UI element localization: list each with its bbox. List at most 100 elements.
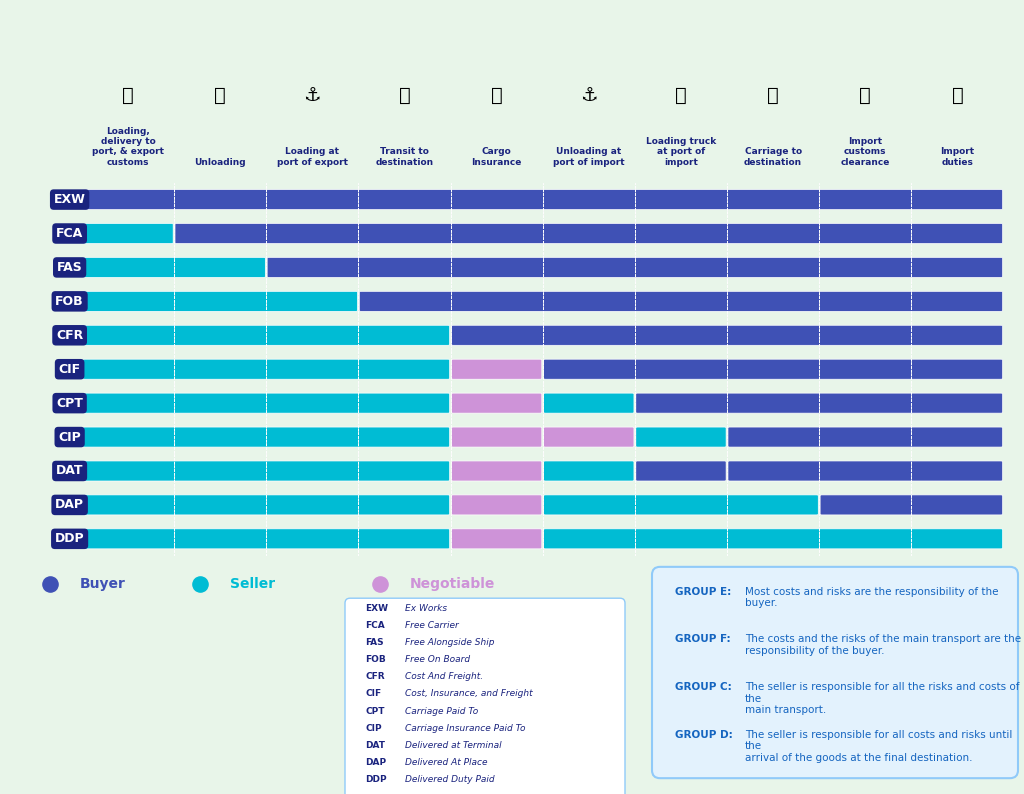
Text: Delivered Duty Paid: Delivered Duty Paid (406, 775, 495, 784)
Text: GROUP E:: GROUP E: (675, 587, 731, 597)
Text: 🚛: 🚛 (767, 86, 779, 105)
Text: 🏷: 🏷 (951, 86, 964, 105)
Text: FCA: FCA (365, 621, 385, 630)
Text: Buyer: Buyer (80, 577, 126, 592)
Text: DAP: DAP (365, 758, 386, 767)
Text: Cargo
Insurance: Cargo Insurance (471, 148, 522, 167)
Text: CFR: CFR (56, 329, 83, 341)
Text: ⚓: ⚓ (303, 86, 322, 105)
FancyBboxPatch shape (452, 359, 542, 380)
Text: CFR: CFR (365, 673, 385, 681)
Text: FCA: FCA (56, 227, 83, 240)
Text: The costs and the risks of the main transport are the
responsibility of the buye: The costs and the risks of the main tran… (745, 634, 1021, 656)
Text: DDP: DDP (365, 775, 387, 784)
FancyBboxPatch shape (83, 529, 450, 549)
FancyBboxPatch shape (267, 257, 1002, 277)
FancyBboxPatch shape (83, 291, 357, 311)
FancyBboxPatch shape (83, 427, 450, 447)
Point (372, 578, 388, 591)
FancyBboxPatch shape (83, 359, 450, 380)
Text: 🚛: 🚛 (122, 86, 134, 105)
Text: Most costs and risks are the responsibility of the buyer.: Most costs and risks are the responsibil… (745, 587, 998, 608)
FancyBboxPatch shape (544, 359, 1002, 380)
FancyBboxPatch shape (728, 461, 1002, 481)
Text: Free On Board: Free On Board (406, 655, 470, 664)
Text: FOB: FOB (55, 295, 84, 308)
FancyBboxPatch shape (544, 461, 634, 481)
FancyBboxPatch shape (652, 567, 1018, 778)
FancyBboxPatch shape (83, 393, 450, 413)
Text: Unloading: Unloading (195, 158, 246, 167)
Text: Cost And Freight.: Cost And Freight. (406, 673, 483, 681)
Text: DAP: DAP (55, 499, 84, 511)
Text: Import
customs
clearance: Import customs clearance (841, 137, 890, 167)
Text: Loading truck
at port of
import: Loading truck at port of import (646, 137, 716, 167)
Text: Seller: Seller (230, 577, 275, 592)
FancyBboxPatch shape (544, 529, 1002, 549)
Text: 🔄: 🔄 (214, 86, 226, 105)
Text: DAT: DAT (56, 464, 83, 477)
Text: CPT: CPT (365, 707, 384, 715)
FancyBboxPatch shape (820, 495, 1002, 515)
Text: FAS: FAS (56, 261, 83, 274)
Text: Negotiable: Negotiable (410, 577, 496, 592)
FancyBboxPatch shape (83, 190, 1002, 210)
FancyBboxPatch shape (452, 393, 542, 413)
Text: 🚛: 🚛 (675, 86, 687, 105)
Text: Loading,
delivery to
port, & export
customs: Loading, delivery to port, & export cust… (92, 126, 164, 167)
Text: CPT: CPT (56, 397, 83, 410)
Text: The seller is responsible for all costs and risks until the
arrival of the goods: The seller is responsible for all costs … (745, 730, 1013, 763)
Text: 🚢: 🚢 (398, 86, 411, 105)
FancyBboxPatch shape (636, 393, 1002, 413)
Text: 🛡: 🛡 (490, 86, 503, 105)
FancyBboxPatch shape (175, 223, 1002, 244)
FancyBboxPatch shape (452, 529, 542, 549)
Text: Carriage Paid To: Carriage Paid To (406, 707, 478, 715)
Text: CIF: CIF (365, 689, 381, 699)
FancyBboxPatch shape (345, 598, 625, 794)
Text: GROUP C:: GROUP C: (675, 682, 732, 692)
Text: CIF: CIF (58, 363, 81, 376)
Text: Loading at
port of export: Loading at port of export (276, 148, 348, 167)
FancyBboxPatch shape (544, 393, 634, 413)
Text: Unloading at
port of import: Unloading at port of import (553, 148, 625, 167)
Text: Free Alongside Ship: Free Alongside Ship (406, 638, 495, 647)
FancyBboxPatch shape (544, 495, 818, 515)
FancyBboxPatch shape (636, 427, 726, 447)
FancyBboxPatch shape (452, 326, 1002, 345)
Text: CIP: CIP (365, 724, 382, 733)
Text: ⚓: ⚓ (580, 86, 598, 105)
FancyBboxPatch shape (452, 495, 542, 515)
FancyBboxPatch shape (83, 495, 450, 515)
FancyBboxPatch shape (83, 257, 265, 277)
FancyBboxPatch shape (83, 223, 173, 244)
Text: 📋: 📋 (859, 86, 871, 105)
Text: Cost, Insurance, and Freight: Cost, Insurance, and Freight (406, 689, 532, 699)
FancyBboxPatch shape (452, 461, 542, 481)
Text: CIP: CIP (58, 430, 81, 444)
Text: DDP: DDP (55, 532, 84, 545)
Text: Transit to
destination: Transit to destination (376, 148, 433, 167)
Text: GROUP D:: GROUP D: (675, 730, 733, 740)
FancyBboxPatch shape (728, 427, 1002, 447)
Text: Import
duties: Import duties (940, 148, 975, 167)
FancyBboxPatch shape (636, 461, 726, 481)
Point (42, 578, 58, 591)
FancyBboxPatch shape (452, 427, 542, 447)
Text: Delivered At Place: Delivered At Place (406, 758, 487, 767)
Text: Carriage Insurance Paid To: Carriage Insurance Paid To (406, 724, 525, 733)
FancyBboxPatch shape (359, 291, 1002, 311)
Text: Delivered at Terminal: Delivered at Terminal (406, 741, 502, 750)
Text: EXW: EXW (53, 193, 86, 206)
Text: Carriage to
destination: Carriage to destination (744, 148, 802, 167)
Text: GROUP F:: GROUP F: (675, 634, 731, 645)
FancyBboxPatch shape (83, 461, 450, 481)
Point (191, 578, 208, 591)
Text: FAS: FAS (365, 638, 384, 647)
FancyBboxPatch shape (544, 427, 634, 447)
Text: EXW: EXW (365, 603, 388, 613)
Text: Ex Works: Ex Works (406, 603, 447, 613)
Text: FOB: FOB (365, 655, 386, 664)
FancyBboxPatch shape (83, 326, 450, 345)
Text: The seller is responsible for all the risks and costs of the
main transport.: The seller is responsible for all the ri… (745, 682, 1020, 715)
